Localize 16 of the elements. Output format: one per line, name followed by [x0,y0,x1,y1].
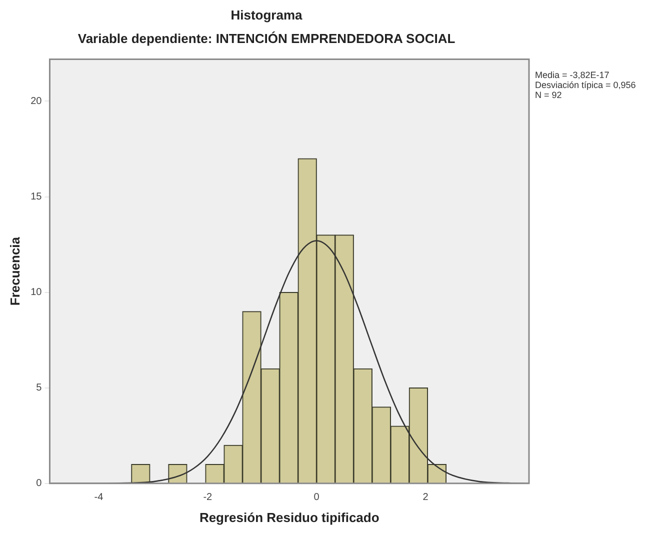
text: N = 92 [535,90,562,100]
x-tick-label: -2 [203,492,213,504]
y-tick-label: 20 [30,96,42,107]
y-tick-label: 5 [36,382,42,394]
text: Media = -3,82E-17 [535,70,610,80]
x-axis-title: Regresión Residuo tipificado [199,510,380,525]
y-tick-label: 0 [36,478,42,490]
chart-subtitle: Variable dependiente: INTENCIÓN EMPRENDEDORA SOCIAL [78,30,456,46]
y-tick-label: 10 [30,287,42,298]
x-tick-label: 0 [314,492,320,504]
x-tick-label: 2 [422,492,429,504]
chart-title: Histograma [230,7,304,22]
y-tick-label: 15 [30,192,42,203]
text: Desviación típica = 0,956 [535,80,636,90]
x-tick-label: -4 [94,492,104,504]
y-axis-title: Frecuencia [7,236,22,306]
